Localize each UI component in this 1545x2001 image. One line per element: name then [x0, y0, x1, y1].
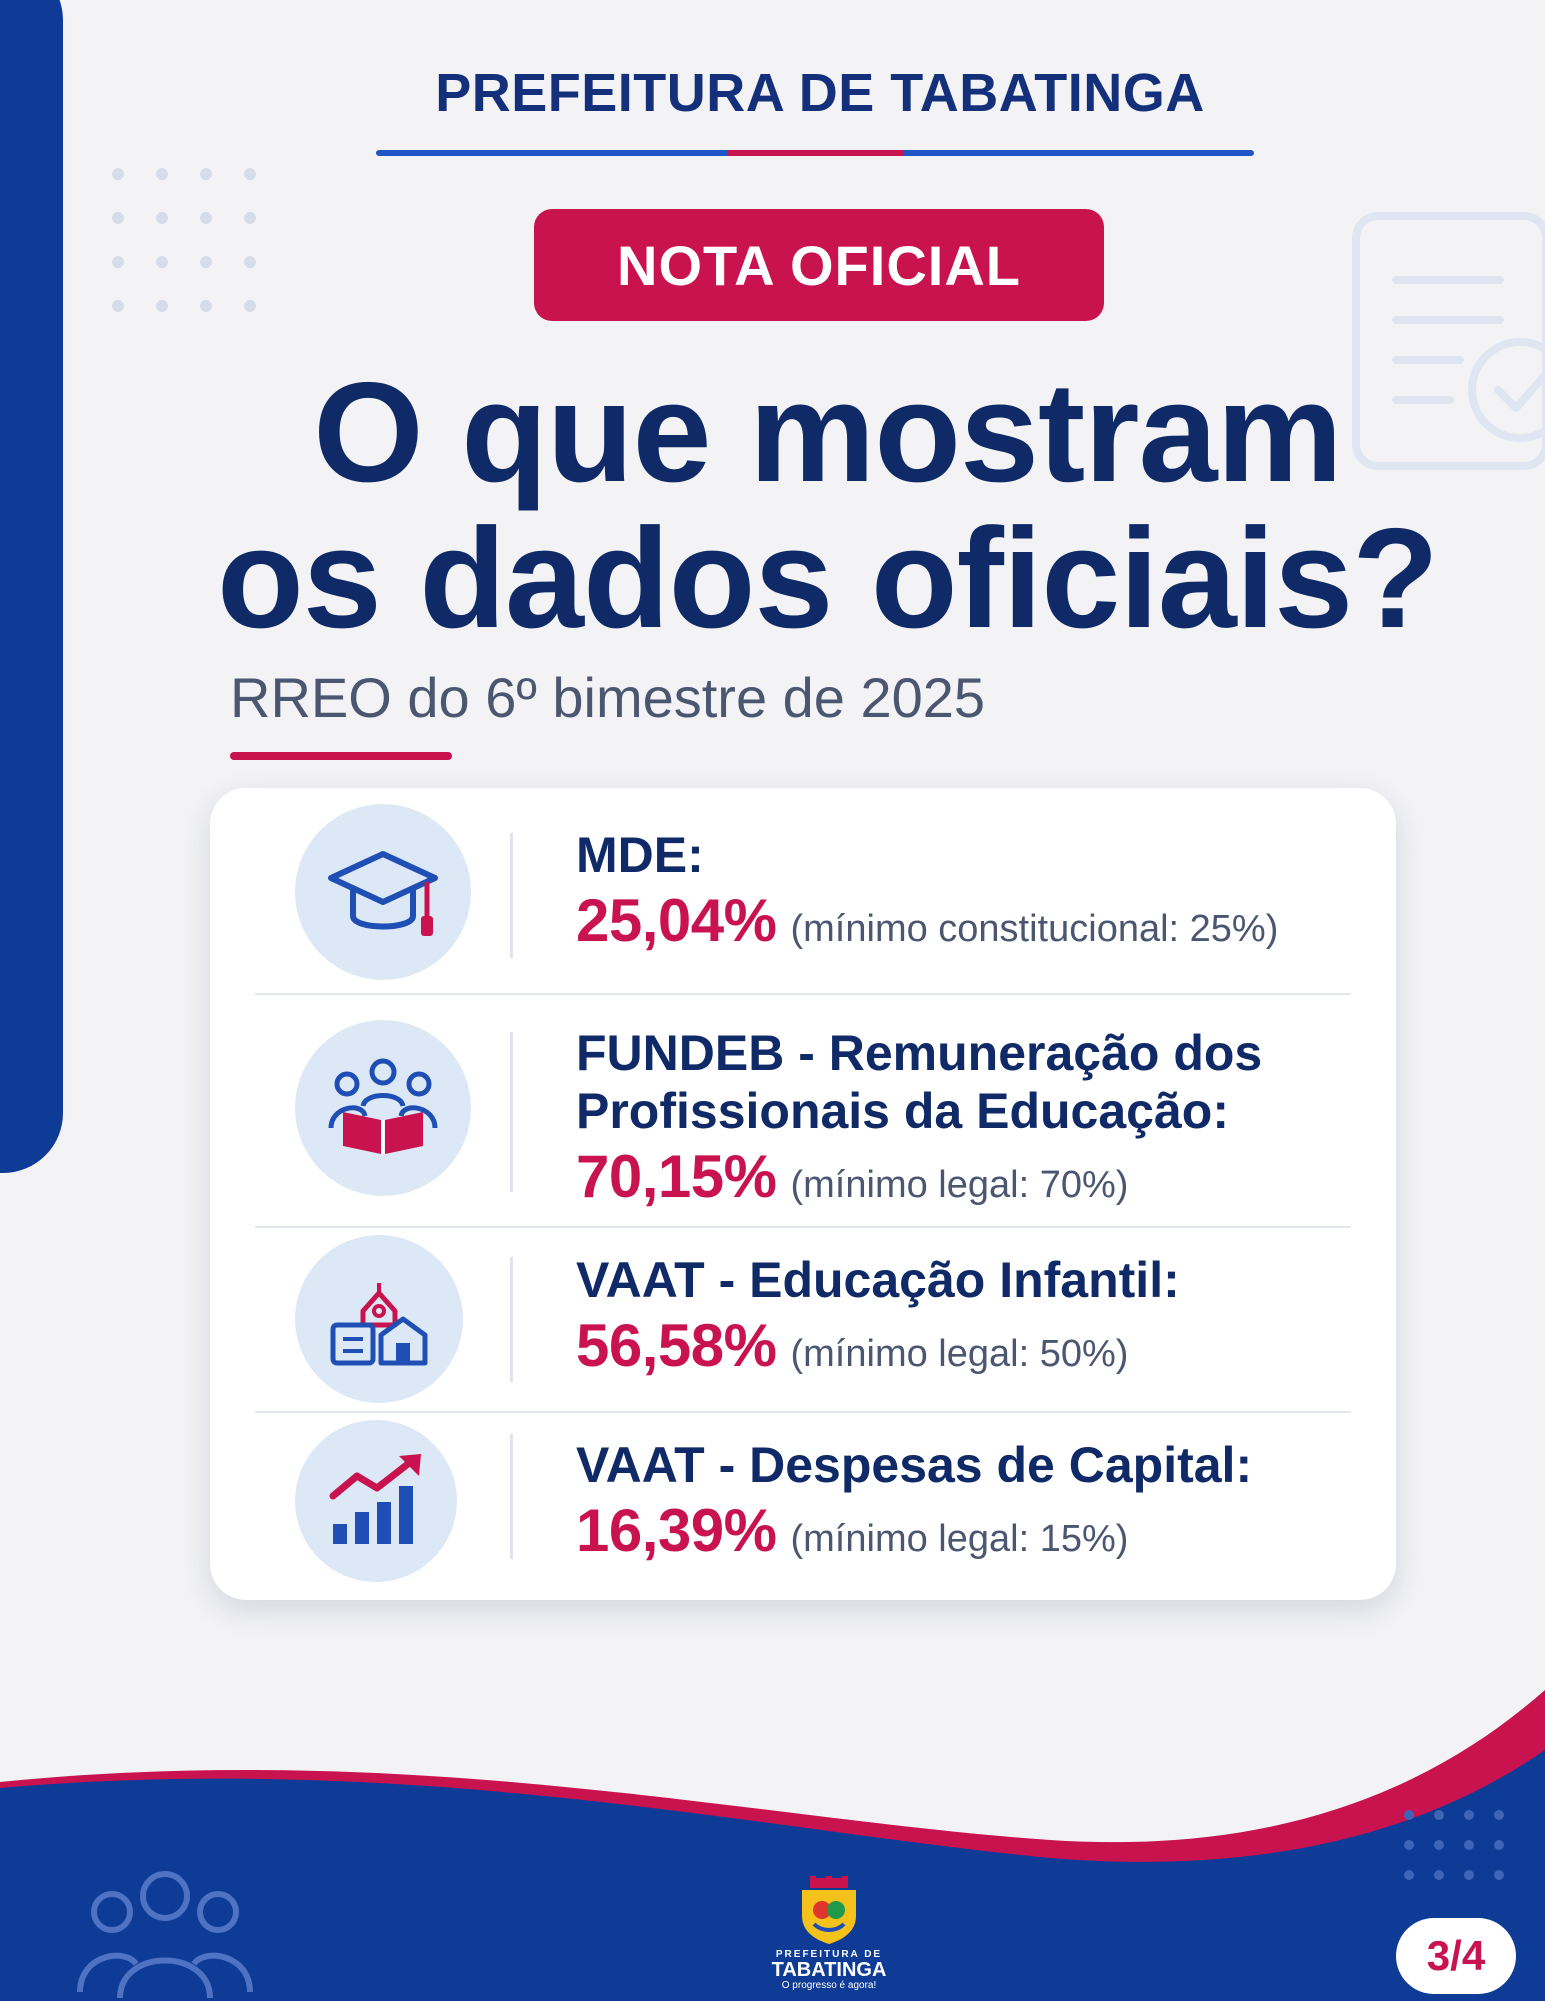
logo-tagline: O progresso é agora! — [781, 1980, 877, 1991]
headline-line-1: O que mostram — [313, 353, 1343, 512]
row-divider — [255, 993, 1351, 995]
item-note: (mínimo constitucional: 25%) — [790, 908, 1279, 950]
item-separator — [510, 1032, 513, 1192]
item-text: MDE: 25,04% (mínimo constitucional: 25%) — [576, 826, 1366, 955]
item-separator — [510, 1434, 513, 1559]
logo-name: TABATINGA — [771, 1959, 887, 1981]
dot-grid-top-left — [112, 168, 256, 312]
item-separator — [510, 833, 513, 958]
item-label-line-2: Profissionais da Educação: — [576, 1083, 1229, 1139]
dot-grid-bottom-right — [1404, 1810, 1504, 1880]
indicator-item-vaat-infantil: VAAT - Educação Infantil: 56,58% (mínimo … — [210, 1227, 1396, 1412]
main-headline: O que mostram os dados oficiais? — [0, 360, 1545, 652]
growth-chart-icon — [295, 1420, 457, 1582]
item-label-line-1: FUNDEB - Remuneração dos — [576, 1025, 1263, 1081]
item-text: VAAT - Educação Infantil: 56,58% (mínimo … — [576, 1251, 1366, 1380]
item-value: 25,04% — [576, 887, 777, 954]
people-reading-icon — [295, 1020, 471, 1196]
item-value: 16,39% — [576, 1497, 777, 1564]
graduation-cap-icon — [295, 804, 471, 980]
tabatinga-logo: PREFEITURA DE TABATINGA O progresso é ag… — [764, 1876, 894, 1998]
indicator-item-vaat-capital: VAAT - Despesas de Capital: 16,39% (mínim… — [210, 1412, 1396, 1600]
bottom-wave — [0, 1690, 1545, 2001]
document-check-icon — [1352, 212, 1545, 470]
city-crest-icon — [802, 1876, 856, 1944]
item-value-row: 16,39% (mínimo legal: 15%) — [576, 1496, 1366, 1565]
item-label: VAAT - Educação Infantil: — [576, 1252, 1180, 1308]
school-building-icon — [295, 1235, 463, 1403]
nota-oficial-badge: NOTA OFICIAL — [534, 209, 1104, 321]
indicator-item-mde: MDE: 25,04% (mínimo constitucional: 25%) — [210, 788, 1396, 994]
item-value-row: 56,58% (mínimo legal: 50%) — [576, 1311, 1366, 1380]
headline-line-2: os dados oficiais? — [217, 499, 1439, 658]
row-divider — [255, 1411, 1351, 1413]
item-value: 70,15% — [576, 1143, 777, 1210]
people-group-icon — [77, 1871, 253, 1998]
item-text: FUNDEB - Remuneração dos Profissionais d… — [576, 1024, 1366, 1211]
item-label: MDE: — [576, 827, 704, 883]
item-text: VAAT - Despesas de Capital: 16,39% (mínim… — [576, 1436, 1366, 1565]
org-title: PREFEITURA DE TABATINGA — [435, 63, 1205, 123]
item-label: VAAT - Despesas de Capital: — [576, 1437, 1253, 1493]
row-divider — [255, 1226, 1351, 1228]
subtitle-underline — [230, 752, 452, 760]
item-value-row: 70,15% (mínimo legal: 70%) — [576, 1142, 1366, 1211]
item-value-row: 25,04% (mínimo constitucional: 25%) — [576, 886, 1366, 955]
item-note: (mínimo legal: 15%) — [790, 1518, 1129, 1560]
subtitle: RREO do 6º bimestre de 2025 — [230, 666, 986, 729]
item-separator — [510, 1257, 513, 1382]
item-note: (mínimo legal: 50%) — [790, 1333, 1129, 1375]
header-divider — [376, 150, 1254, 156]
indicator-item-fundeb: FUNDEB - Remuneração dos Profissionais d… — [210, 994, 1396, 1227]
item-value: 56,58% — [576, 1312, 777, 1379]
logo-prefix: PREFEITURA DE — [775, 1949, 883, 1960]
left-blue-band — [0, 0, 63, 1173]
page-counter: 3/4 — [1396, 1918, 1516, 1994]
indicators-card: MDE: 25,04% (mínimo constitucional: 25%) — [210, 788, 1396, 1600]
item-note: (mínimo legal: 70%) — [790, 1164, 1129, 1206]
